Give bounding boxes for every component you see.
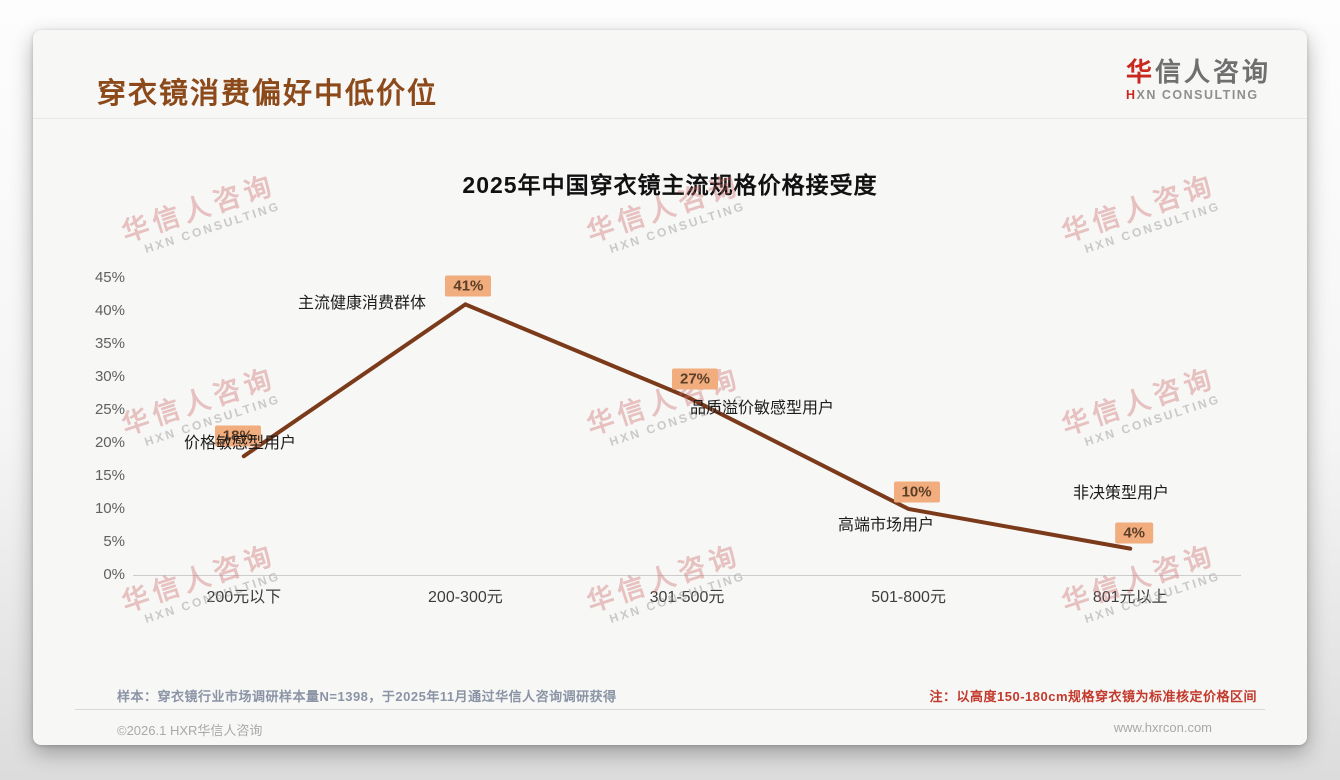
- sample-note: 样本：穿衣镜行业市场调研样本量N=1398，于2025年11月通过华信人咨询调研…: [117, 689, 617, 704]
- data-point-value-label: 18%: [214, 425, 261, 447]
- page-title: 穿衣镜消费偏好中低价位: [97, 78, 439, 110]
- data-point-value-label: 27%: [671, 368, 719, 390]
- y-axis-tick-label: 35%: [94, 335, 125, 352]
- brand-subtitle-rest: XN CONSULTING: [1136, 87, 1259, 102]
- brand-name-accent: 华: [1125, 57, 1155, 87]
- segment-annotation: 品质溢价敏感型用户: [689, 400, 835, 417]
- report-slide: 穿衣镜消费偏好中低价位 华信人咨询 HXN CONSULTING 2025年中国…: [33, 30, 1307, 745]
- y-axis-tick-label: 5%: [103, 533, 125, 550]
- y-axis-tick-label: 25%: [94, 401, 125, 418]
- x-axis-category-label: 801元以上: [1092, 589, 1168, 606]
- chart-title: 2025年中国穿衣镜主流规格价格接受度: [462, 172, 878, 198]
- y-axis-tick-label: 15%: [94, 467, 125, 484]
- x-axis-category-label: 200元以下: [206, 589, 282, 606]
- brand-name-rest: 信人咨询: [1154, 57, 1271, 87]
- data-point-value-label: 10%: [893, 481, 940, 503]
- brand-subtitle-accent: H: [1125, 87, 1137, 102]
- y-axis-tick-label: 20%: [94, 434, 125, 451]
- segment-annotation: 非决策型用户: [1072, 485, 1170, 502]
- data-point-value-label: 41%: [445, 275, 492, 297]
- header-divider: [33, 118, 1307, 119]
- price-note: 注：以高度150-180cm规格穿衣镜为标准核定价格区间: [929, 689, 1257, 704]
- x-axis-category-label: 200-300元: [428, 589, 503, 606]
- segment-annotation: 高端市场用户: [837, 517, 935, 534]
- x-axis-category-label: 301-500元: [649, 589, 725, 606]
- brand-subtitle: HXN CONSULTING: [1126, 88, 1271, 102]
- y-axis-tick-label: 10%: [94, 500, 125, 517]
- data-point-value-label: 4%: [1115, 522, 1154, 544]
- chart-canvas: [241, 302, 1133, 551]
- website-url: www.hxrcon.com: [1113, 720, 1212, 735]
- x-axis-line: [133, 575, 1241, 576]
- x-axis-category-label: 501-800元: [871, 589, 946, 606]
- brand-name: 华信人咨询: [1125, 57, 1271, 88]
- line-chart: 45% 40% 35% 30% 25% 20% 15% 10% 5% 0% 200元以下 200-30…: [33, 30, 1307, 745]
- segment-annotation: 价格敏感型用户: [183, 435, 297, 452]
- copyright: ©2026.1 HXR华信人咨询: [117, 723, 263, 738]
- y-axis-tick-label: 30%: [94, 368, 125, 385]
- segment-annotation: 主流健康消费群体: [297, 295, 427, 312]
- y-axis-tick-label: 45%: [94, 269, 125, 286]
- y-axis-tick-label: 0%: [103, 566, 125, 583]
- footer-divider: [75, 709, 1265, 710]
- trend-line: [241, 302, 1133, 551]
- brand-logo: 华信人咨询 HXN CONSULTING: [1125, 57, 1271, 102]
- y-axis-tick-label: 40%: [94, 302, 125, 319]
